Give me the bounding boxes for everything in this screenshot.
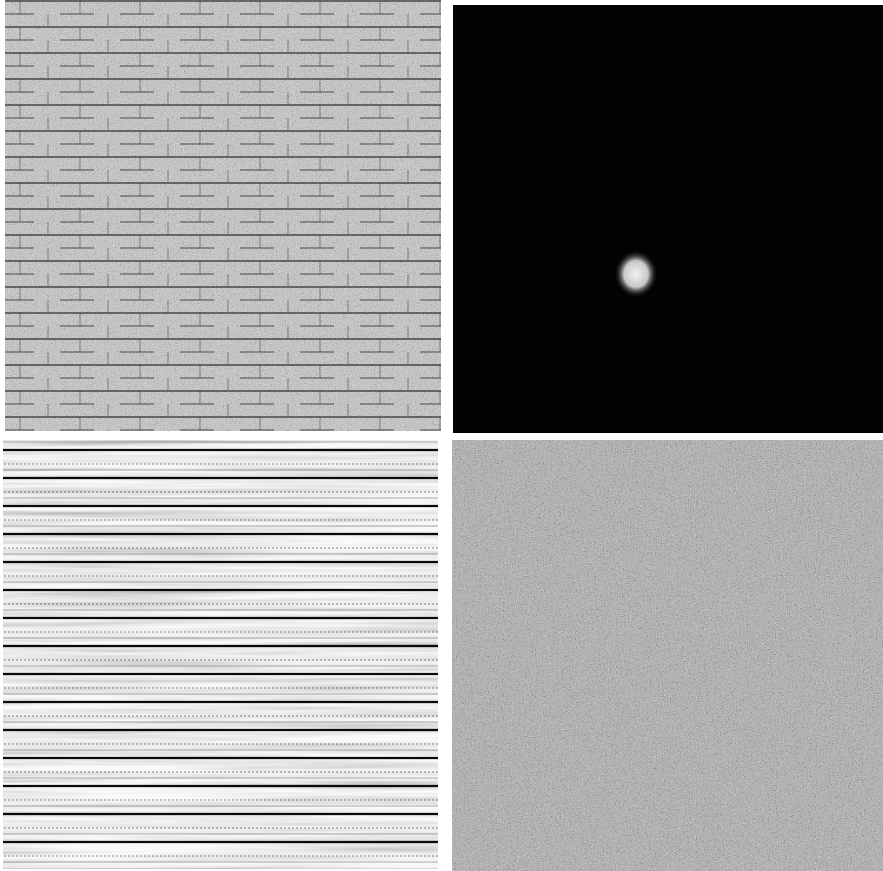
brick-lines [5,0,441,431]
stripe-lines [3,440,438,869]
figure [0,0,883,871]
panel-top-right [453,5,883,433]
bright-spot [614,250,658,298]
dark-background [453,5,883,433]
noise-texture [452,440,883,871]
page [0,0,883,871]
panel-top-left [5,0,441,431]
panel-bottom-right [452,440,883,871]
panel-bottom-left [3,440,438,869]
